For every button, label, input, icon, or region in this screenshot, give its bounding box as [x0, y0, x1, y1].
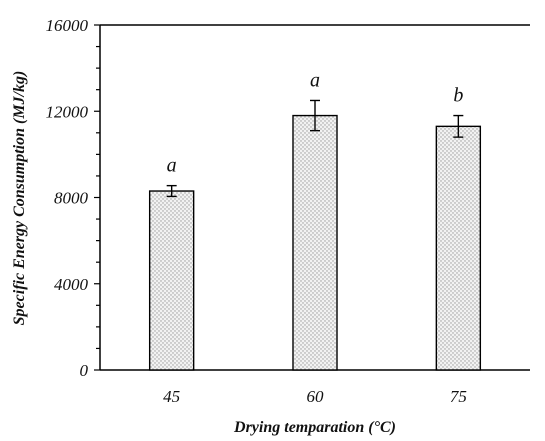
x-tick-label: 60 [307, 387, 325, 406]
x-tick-label: 75 [450, 387, 467, 406]
y-tick-label: 16000 [46, 16, 89, 35]
x-tick-labels: 45 60 75 [163, 387, 467, 406]
x-tick-label: 45 [163, 387, 180, 406]
bar-45 [150, 191, 194, 370]
bar-75 [436, 126, 480, 370]
y-tick-labels: 0 4000 8000 12000 16000 [46, 16, 89, 380]
y-axis-title: Specific Energy Consumption (MJ/kg) [11, 71, 28, 326]
x-axis-title: Drying temparation (°C) [233, 419, 396, 436]
y-tick-label: 4000 [54, 275, 89, 294]
y-ticks [94, 25, 100, 370]
bars [150, 116, 481, 370]
significance-label-75: b [453, 85, 463, 107]
y-tick-label: 12000 [46, 102, 89, 121]
y-tick-label: 0 [80, 361, 89, 380]
bar-60 [293, 116, 337, 370]
y-tick-label: 8000 [54, 189, 89, 208]
significance-label-60: a [310, 69, 320, 91]
significance-label-45: a [167, 155, 177, 177]
